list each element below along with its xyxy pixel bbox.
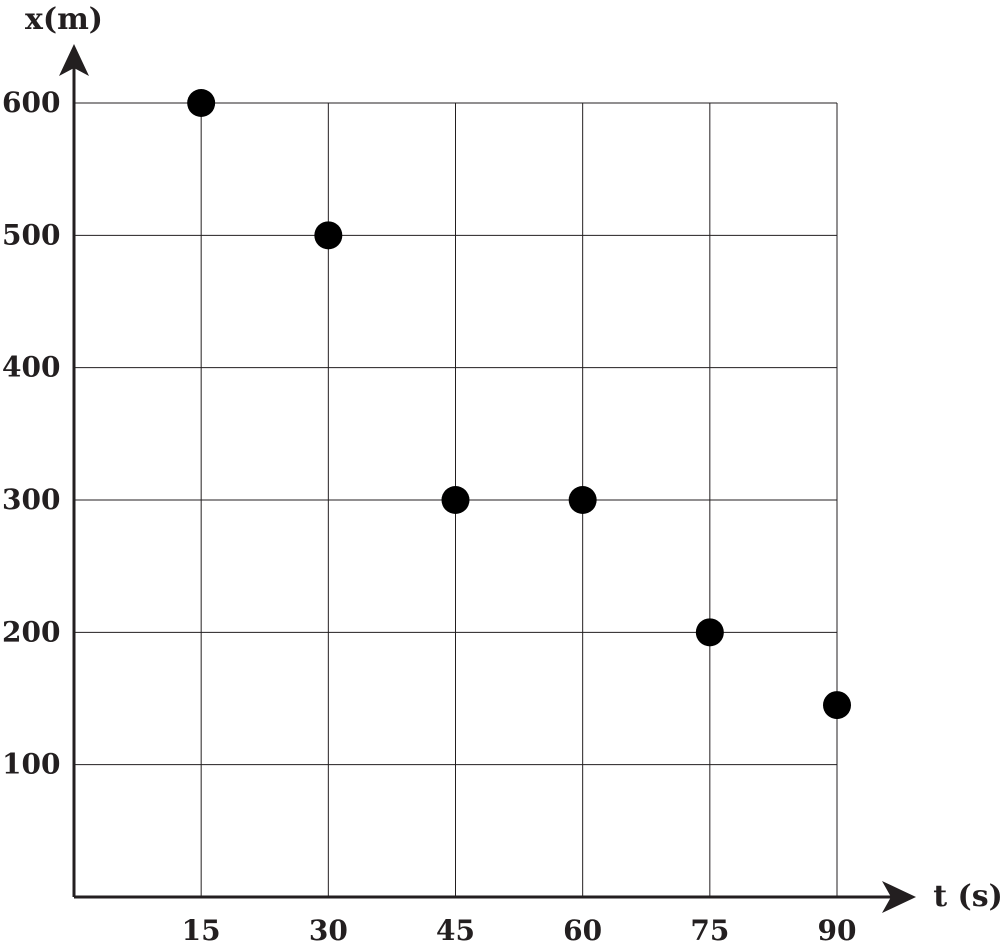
y-tick-label: 600: [2, 86, 60, 119]
data-point: [187, 89, 216, 117]
y-tick-label: 500: [2, 218, 60, 251]
y-tick-labels: 100 200 300 400 500 600: [2, 86, 60, 781]
x-tick-label: 75: [690, 914, 729, 947]
x-axis-title: t (s): [933, 879, 1000, 914]
y-tick-label: 200: [2, 615, 60, 648]
x-tick-label: 30: [309, 914, 348, 947]
x-tick-label: 45: [436, 914, 475, 947]
x-tick-label: 90: [818, 914, 857, 947]
y-tick-label: 300: [2, 483, 60, 516]
data-point: [441, 486, 470, 514]
x-axis-arrowhead: [882, 881, 916, 913]
x-tick-label: 60: [563, 914, 602, 947]
data-points: [187, 89, 851, 720]
data-point: [314, 221, 343, 250]
y-tick-label: 100: [2, 748, 60, 781]
x-tick-labels: 15 30 45 60 75 90: [182, 914, 857, 947]
y-tick-label: 400: [2, 351, 60, 384]
data-point: [823, 691, 851, 720]
y-axis-title: x(m): [25, 2, 103, 37]
data-point: [568, 486, 597, 514]
axes: [59, 44, 916, 913]
x-tick-label: 15: [182, 914, 221, 947]
data-point: [695, 618, 724, 647]
y-axis-arrowhead: [59, 44, 89, 76]
